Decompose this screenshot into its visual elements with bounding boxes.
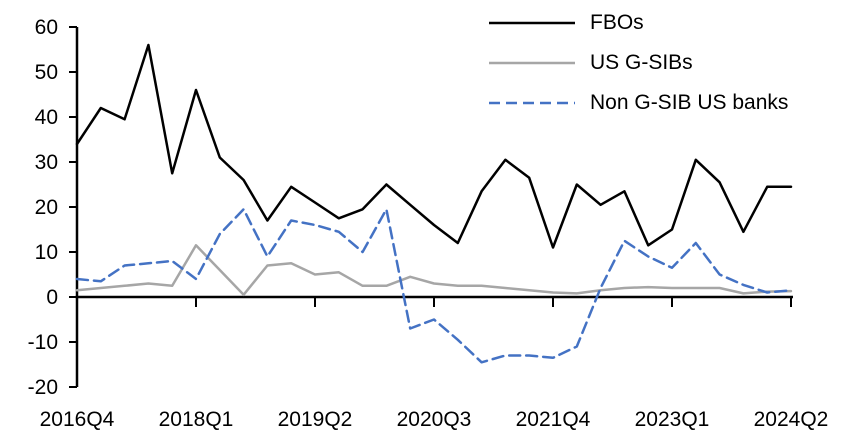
legend-item-non-gsib: Non G-SIB US banks [488, 83, 788, 123]
x-tick-label: 2023Q1 [635, 408, 710, 431]
legend-label-non-gsib: Non G-SIB US banks [590, 91, 789, 114]
x-tick-label: 2018Q1 [159, 408, 234, 431]
legend-item-us-gsibs: US G-SIBs [488, 43, 788, 83]
legend-label-us-gsibs: US G-SIBs [590, 51, 693, 74]
y-tick-label: 20 [35, 196, 58, 219]
y-tick-label: 0 [46, 286, 58, 309]
legend-line-non-gsib-icon [489, 101, 575, 105]
y-tick-label: 40 [35, 106, 58, 129]
y-tick-label: 50 [35, 61, 58, 84]
y-tick-label: 10 [35, 241, 58, 264]
y-tick-label: -10 [28, 331, 58, 354]
x-tick-label: 2021Q4 [516, 408, 591, 431]
x-tick-label: 2016Q4 [40, 408, 115, 431]
x-tick-label: 2020Q3 [397, 408, 472, 431]
x-tick-label: 2019Q2 [278, 408, 353, 431]
legend-label-fbos: FBOs [590, 11, 644, 34]
legend-item-fbos: FBOs [488, 3, 788, 43]
series-line-us-g-sibs [75, 244, 793, 297]
y-tick-label: -20 [28, 376, 58, 399]
y-tick-label: 60 [35, 16, 58, 39]
series-line-non-g-sib-us-banks [75, 208, 793, 364]
legend-line-fbos-icon [489, 21, 575, 25]
y-tick-label: 30 [35, 151, 58, 174]
legend: FBOs US G-SIBs Non G-SIB US banks [488, 3, 788, 123]
x-tick-label: 2024Q2 [754, 408, 829, 431]
series-line-fbos [75, 43, 793, 249]
legend-line-us-gsibs-icon [489, 61, 575, 65]
